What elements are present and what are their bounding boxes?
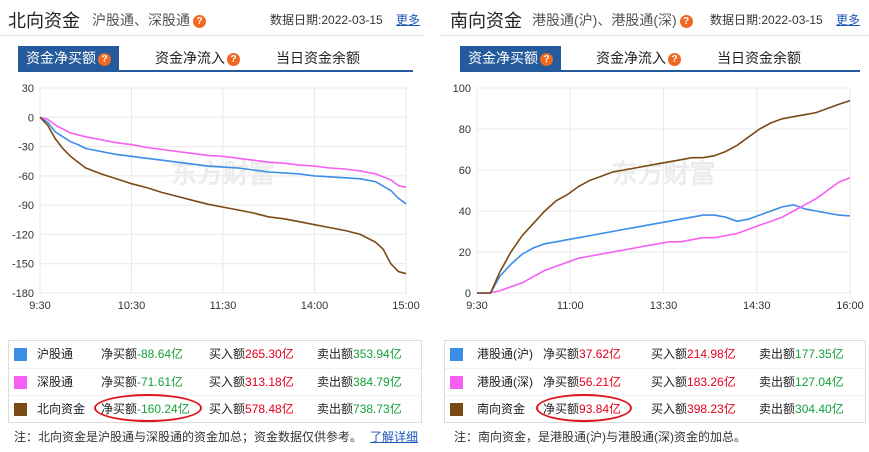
legend-row: 南向资金 净买额93.84亿 买入额398.23亿 卖出额304.40亿 <box>445 395 865 422</box>
legend-buy: 买入额578.48亿 <box>209 402 294 416</box>
legend-name: 沪股通 <box>37 347 74 361</box>
series-line <box>477 203 851 294</box>
south-date: 数据日期:2022-03-15 <box>710 13 823 27</box>
tab-net-inflow[interactable]: 资金净流入? <box>596 46 681 70</box>
south-note: 注：南向资金，是港股通(沪)与港股通(深)资金的加总。 <box>454 430 746 444</box>
legend-name: 深股通 <box>37 375 74 389</box>
legend-row: 港股通(沪) 净买额37.62亿 买入额214.98亿 卖出额177.35亿 <box>445 341 865 368</box>
help-icon[interactable]: ? <box>227 53 240 66</box>
north-date: 数据日期:2022-03-15 <box>270 13 383 27</box>
y-tick-label: -120 <box>12 229 34 241</box>
learn-more-link[interactable]: 了解详细 <box>370 430 419 444</box>
y-tick-label: 0 <box>465 288 471 300</box>
x-tick-label: 11:00 <box>557 300 584 312</box>
tab-underline <box>18 70 413 72</box>
y-tick-label: 20 <box>459 247 471 259</box>
tab-net-buy[interactable]: 资金净买额? <box>460 46 561 70</box>
north-more-link[interactable]: 更多 <box>396 13 421 27</box>
x-tick-label: 10:30 <box>118 300 146 312</box>
legend-swatch <box>14 376 27 389</box>
south-title: 南向资金 <box>450 11 522 31</box>
y-tick-label: -30 <box>18 142 34 154</box>
x-tick-label: 9:30 <box>29 300 50 312</box>
y-tick-label: -150 <box>12 259 34 271</box>
north-panel: 北向资金 沪股通、深股通? 数据日期:2022-03-15 更多 资金净买额? … <box>0 0 424 452</box>
series-line <box>39 116 407 188</box>
south-legend: 港股通(沪) 净买额37.62亿 买入额214.98亿 卖出额177.35亿港股通(深… <box>444 340 866 423</box>
legend-swatch <box>450 348 463 361</box>
legend-name: 北向资金 <box>37 402 86 416</box>
south-panel: 南向资金 港股通(沪)、港股通(深)? 数据日期:2022-03-15 更多 资… <box>440 0 869 452</box>
north-header: 北向资金 沪股通、深股通? 数据日期:2022-03-15 更多 <box>0 0 424 36</box>
tab-net-inflow[interactable]: 资金净流入? <box>155 46 240 70</box>
legend-net: 净买额56.21亿 <box>543 375 622 389</box>
help-icon[interactable]: ? <box>668 53 681 66</box>
y-tick-label: -90 <box>18 200 34 212</box>
north-legend: 沪股通 净买额-88.64亿 买入额265.30亿 卖出额353.94亿 深股通 净买额-… <box>8 340 422 423</box>
x-tick-label: 16:00 <box>836 300 864 312</box>
legend-buy: 买入额214.98亿 <box>651 347 736 361</box>
legend-swatch <box>14 348 27 361</box>
legend-sell: 卖出额384.79亿 <box>317 375 402 389</box>
legend-row: 深股通 净买额-71.61亿 买入额313.18亿 卖出额384.79亿 <box>9 368 421 395</box>
help-icon[interactable]: ? <box>193 15 206 28</box>
x-tick-label: 14:00 <box>301 300 329 312</box>
legend-net: 净买额93.84亿 <box>543 402 622 416</box>
y-tick-label: 60 <box>459 165 471 177</box>
y-tick-label: 40 <box>459 206 471 218</box>
help-icon[interactable]: ? <box>540 53 553 66</box>
legend-swatch <box>14 403 27 416</box>
help-icon[interactable]: ? <box>679 15 693 28</box>
y-tick-label: -60 <box>18 171 34 183</box>
south-more-link[interactable]: 更多 <box>836 13 861 27</box>
legend-sell: 卖出额304.40亿 <box>759 402 844 416</box>
series-line <box>39 116 407 205</box>
x-tick-label: 11:30 <box>210 300 237 312</box>
x-tick-label: 14:30 <box>743 300 771 312</box>
series-line <box>477 177 851 294</box>
north-title: 北向资金 <box>8 11 80 31</box>
legend-name: 港股通(深) <box>477 375 533 389</box>
tab-daily-balance[interactable]: 当日资金余额 <box>276 50 360 66</box>
legend-name: 港股通(沪) <box>477 347 533 361</box>
tab-underline <box>460 70 860 72</box>
y-tick-label: 80 <box>459 124 471 136</box>
x-tick-label: 9:30 <box>466 300 487 312</box>
legend-net: 净买额-71.61亿 <box>101 375 184 389</box>
legend-row: 港股通(深) 净买额56.21亿 买入额183.26亿 卖出额127.04亿 <box>445 368 865 395</box>
tab-net-buy[interactable]: 资金净买额? <box>18 46 119 70</box>
help-icon[interactable]: ? <box>98 53 111 66</box>
legend-buy: 买入额183.26亿 <box>651 375 736 389</box>
legend-sell: 卖出额127.04亿 <box>759 375 844 389</box>
north-subtitle: 沪股通、深股通? <box>92 10 206 30</box>
series-line <box>39 116 407 275</box>
x-tick-label: 13:30 <box>650 300 678 312</box>
series-line <box>477 99 851 294</box>
north-note: 注：北向资金是沪股通与深股通的资金加总；资金数据仅供参考。 了解详细 <box>14 430 419 444</box>
south-header: 南向资金 港股通(沪)、港股通(深)? 数据日期:2022-03-15 更多 <box>440 0 869 36</box>
legend-swatch <box>450 403 463 416</box>
legend-net: 净买额-160.24亿 <box>101 402 190 416</box>
legend-swatch <box>450 376 463 389</box>
legend-net: 净买额-88.64亿 <box>101 347 184 361</box>
south-subtitle: 港股通(沪)、港股通(深)? <box>532 10 693 30</box>
legend-sell: 卖出额738.73亿 <box>317 402 402 416</box>
y-tick-label: 0 <box>28 112 34 124</box>
legend-row: 沪股通 净买额-88.64亿 买入额265.30亿 卖出额353.94亿 <box>9 341 421 368</box>
legend-sell: 卖出额353.94亿 <box>317 347 402 361</box>
tab-daily-balance[interactable]: 当日资金余额 <box>717 50 801 66</box>
legend-buy: 买入额398.23亿 <box>651 402 736 416</box>
y-tick-label: -180 <box>12 288 34 300</box>
legend-name: 南向资金 <box>477 402 526 416</box>
legend-buy: 买入额313.18亿 <box>209 375 294 389</box>
legend-row: 北向资金 净买额-160.24亿 买入额578.48亿 卖出额738.73亿 <box>9 395 421 422</box>
legend-net: 净买额37.62亿 <box>543 347 622 361</box>
y-tick-label: 30 <box>22 83 34 95</box>
legend-sell: 卖出额177.35亿 <box>759 347 844 361</box>
legend-buy: 买入额265.30亿 <box>209 347 294 361</box>
x-tick-label: 15:00 <box>392 300 420 312</box>
y-tick-label: 100 <box>453 83 471 95</box>
